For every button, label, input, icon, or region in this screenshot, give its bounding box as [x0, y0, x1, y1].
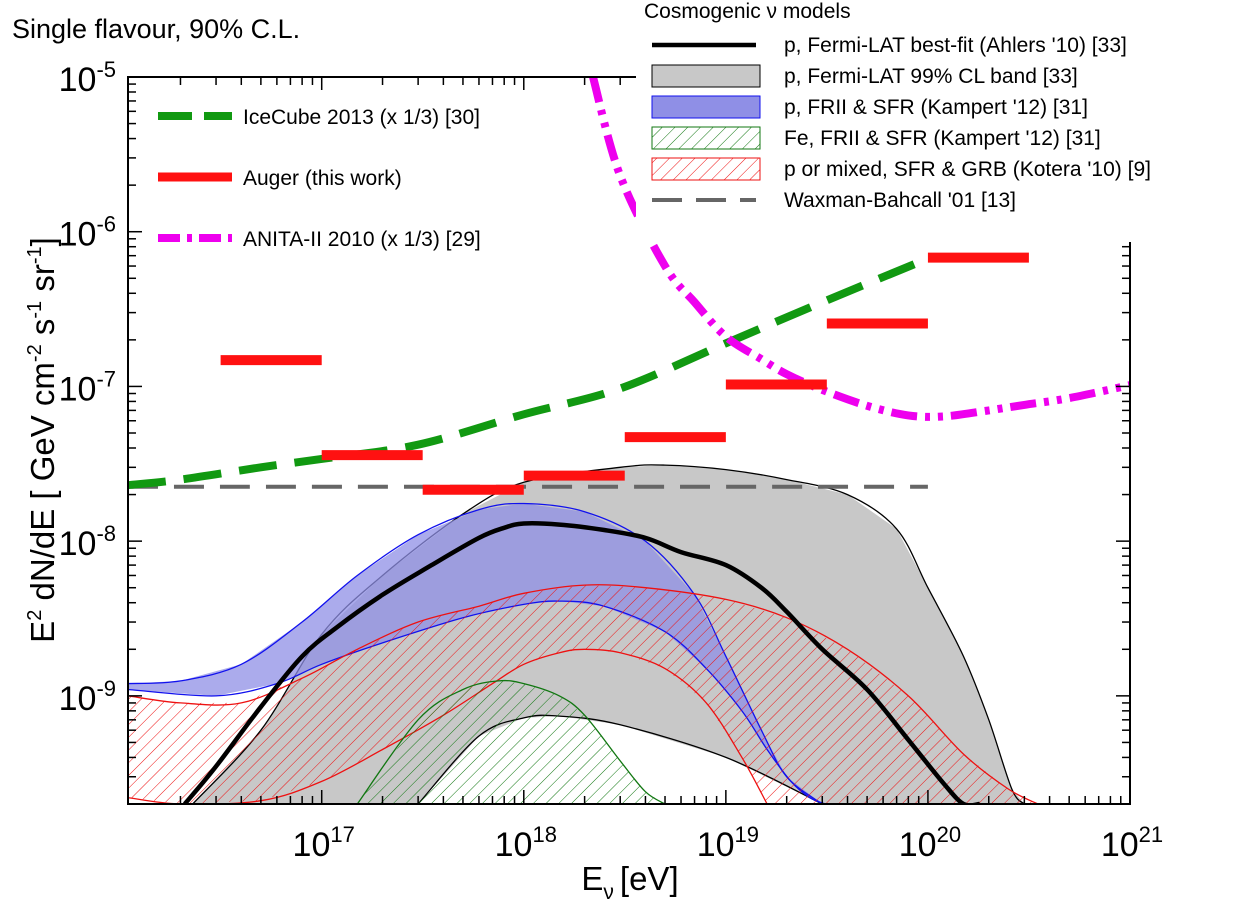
legend-left-label-1: Auger (this work) [243, 167, 402, 190]
legend-right-swatch-4 [651, 157, 761, 181]
y-axis-title: E2 dN/dE [ GeV cm-2 s-1 sr-1] [24, 237, 61, 643]
y-tick-label: 10-9 [59, 676, 116, 718]
x-tick-label: 1019 [697, 822, 759, 864]
legend-left-label-0: IceCube 2013 (x 1/3) [30] [243, 106, 480, 129]
x-tick-label: 1020 [899, 822, 961, 864]
legend-right-swatch-1 [651, 64, 761, 88]
series-line-6 [128, 254, 930, 490]
x-tick-label: 1021 [1101, 822, 1163, 864]
band-fill-1 [128, 503, 826, 804]
legend-right-swatch-3 [651, 126, 761, 150]
x-tick-label: 1018 [495, 822, 557, 864]
plot-frame [127, 76, 1131, 805]
y-tick-label: 10-5 [59, 57, 116, 99]
y-tick-label: 10-7 [59, 366, 116, 408]
axis-ticks: 1017 1018 1019 1020 1021 10-9 10-8 10-7 10-6 10-5 [59, 57, 1164, 864]
legend-right-label-2: p, FRII & SFR (Kampert '12) [31] [784, 96, 1088, 119]
band-fill-3 [357, 680, 665, 804]
y-tick-label: 10-6 [59, 212, 116, 254]
legend-right-label-1: p, Fermi-LAT 99% CL band [33] [784, 65, 1078, 88]
band-upper-edge-2 [128, 584, 1039, 804]
band-upper-edge-3 [356, 679, 666, 804]
legend-left-label-2: ANITA-II 2010 (x 1/3) [29] [243, 228, 481, 251]
legend-right-label-5: Waxman-Bahcall '01 [13] [784, 189, 1016, 212]
plot-data-area [128, 77, 1130, 804]
x-tick-label: 1017 [293, 822, 355, 864]
legend-observations: IceCube 2013 (x 1/3) [30] Auger (this wor… [146, 90, 546, 258]
legend-right-label-4: p or mixed, SFR & GRB (Kotera '10) [9] [784, 158, 1151, 181]
legend-right-label-0: p, Fermi-LAT best-fit (Ahlers '10) [33] [784, 34, 1127, 57]
y-tick-label: 10-8 [59, 521, 116, 563]
series-line-4 [182, 521, 980, 804]
legend-right-swatch-2 [651, 95, 761, 119]
legend-cosmogenic-models: Cosmogenic ν models p, Fermi-LAT best-fit… [636, 0, 1248, 242]
x-axis-title: Eν [eV] [581, 860, 678, 904]
legend-right-label-3: Fe, FRII & SFR (Kampert '12) [31] [784, 127, 1101, 150]
chart-title: Single flavour, 90% C.L. [12, 14, 300, 44]
legend-title: Cosmogenic ν models [644, 0, 851, 23]
